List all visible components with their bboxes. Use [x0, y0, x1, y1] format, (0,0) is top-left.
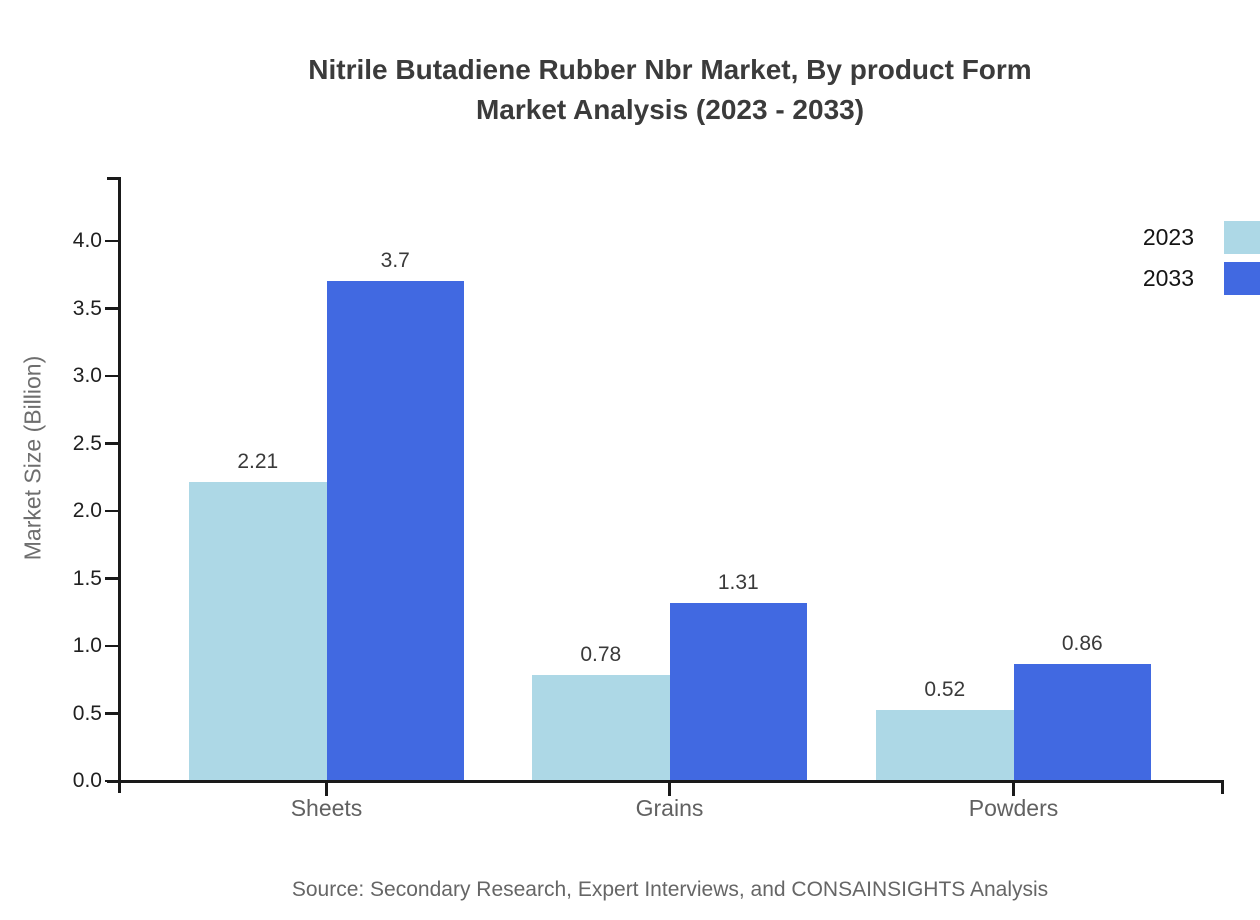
bar-2033-grains	[669, 603, 807, 780]
y-axis-top-cap-tick	[107, 177, 121, 180]
y-tick-label: 3.0	[72, 364, 102, 387]
y-tick-mark	[105, 374, 118, 377]
y-tick-mark	[105, 712, 118, 715]
legend-label-2023: 2023	[1142, 224, 1194, 250]
y-tick-label: 2.0	[72, 499, 102, 522]
bar-value-label: 0.78	[580, 642, 622, 666]
bar-2033-sheets	[326, 280, 464, 780]
bar-2023-powders	[876, 709, 1014, 780]
y-tick-mark	[105, 779, 118, 782]
legend-swatch-2023	[1224, 221, 1260, 254]
legend-swatch-2033	[1224, 262, 1260, 295]
y-tick-label: 1.0	[72, 634, 102, 657]
y-tick-label: 1.5	[72, 566, 102, 590]
x-axis-spine	[107, 780, 1224, 783]
y-tick-mark	[105, 442, 118, 445]
bar-2023-grains	[532, 674, 670, 780]
legend-label-2033: 2033	[1142, 265, 1194, 291]
chart-title-line2: Market Analysis (2023 - 2033)	[475, 94, 865, 125]
bar-value-label: 0.86	[1061, 631, 1103, 655]
chart-title-line1: Nitrile Butadiene Rubber Nbr Market, By …	[308, 54, 1032, 85]
source-note: Source: Secondary Research, Expert Inter…	[291, 878, 1049, 901]
y-tick-mark	[105, 644, 118, 647]
y-tick-label: 4.0	[72, 229, 102, 252]
y-tick-mark	[105, 307, 118, 310]
bar-2033-powders	[1013, 663, 1151, 780]
bar-value-label: 2.21	[237, 449, 279, 473]
y-tick-label: 0.0	[72, 769, 102, 792]
x-tick-label-grains: Grains	[635, 795, 704, 821]
bar-value-label: 1.31	[717, 571, 759, 595]
x-tick-label-sheets: Sheets	[290, 795, 363, 821]
x-tick-mark	[668, 783, 671, 796]
y-tick-label: 3.5	[72, 296, 102, 320]
bar-2023-sheets	[189, 481, 327, 780]
x-tick-mark	[325, 783, 328, 796]
x-tick-label-powders: Powders	[968, 795, 1059, 821]
y-tick-label: 0.5	[72, 701, 102, 725]
bar-value-label: 3.7	[380, 248, 410, 272]
bar-value-label: 0.52	[924, 677, 966, 701]
y-axis-spine	[118, 177, 121, 793]
x-axis-right-cap-tick	[1221, 780, 1224, 794]
y-tick-mark	[105, 239, 118, 242]
x-tick-mark	[1012, 783, 1015, 796]
chart-title: Nitrile Butadiene Rubber Nbr Market, By …	[120, 50, 1220, 130]
y-tick-mark	[105, 577, 118, 580]
y-tick-label: 2.5	[72, 431, 102, 455]
y-tick-mark	[105, 509, 118, 512]
